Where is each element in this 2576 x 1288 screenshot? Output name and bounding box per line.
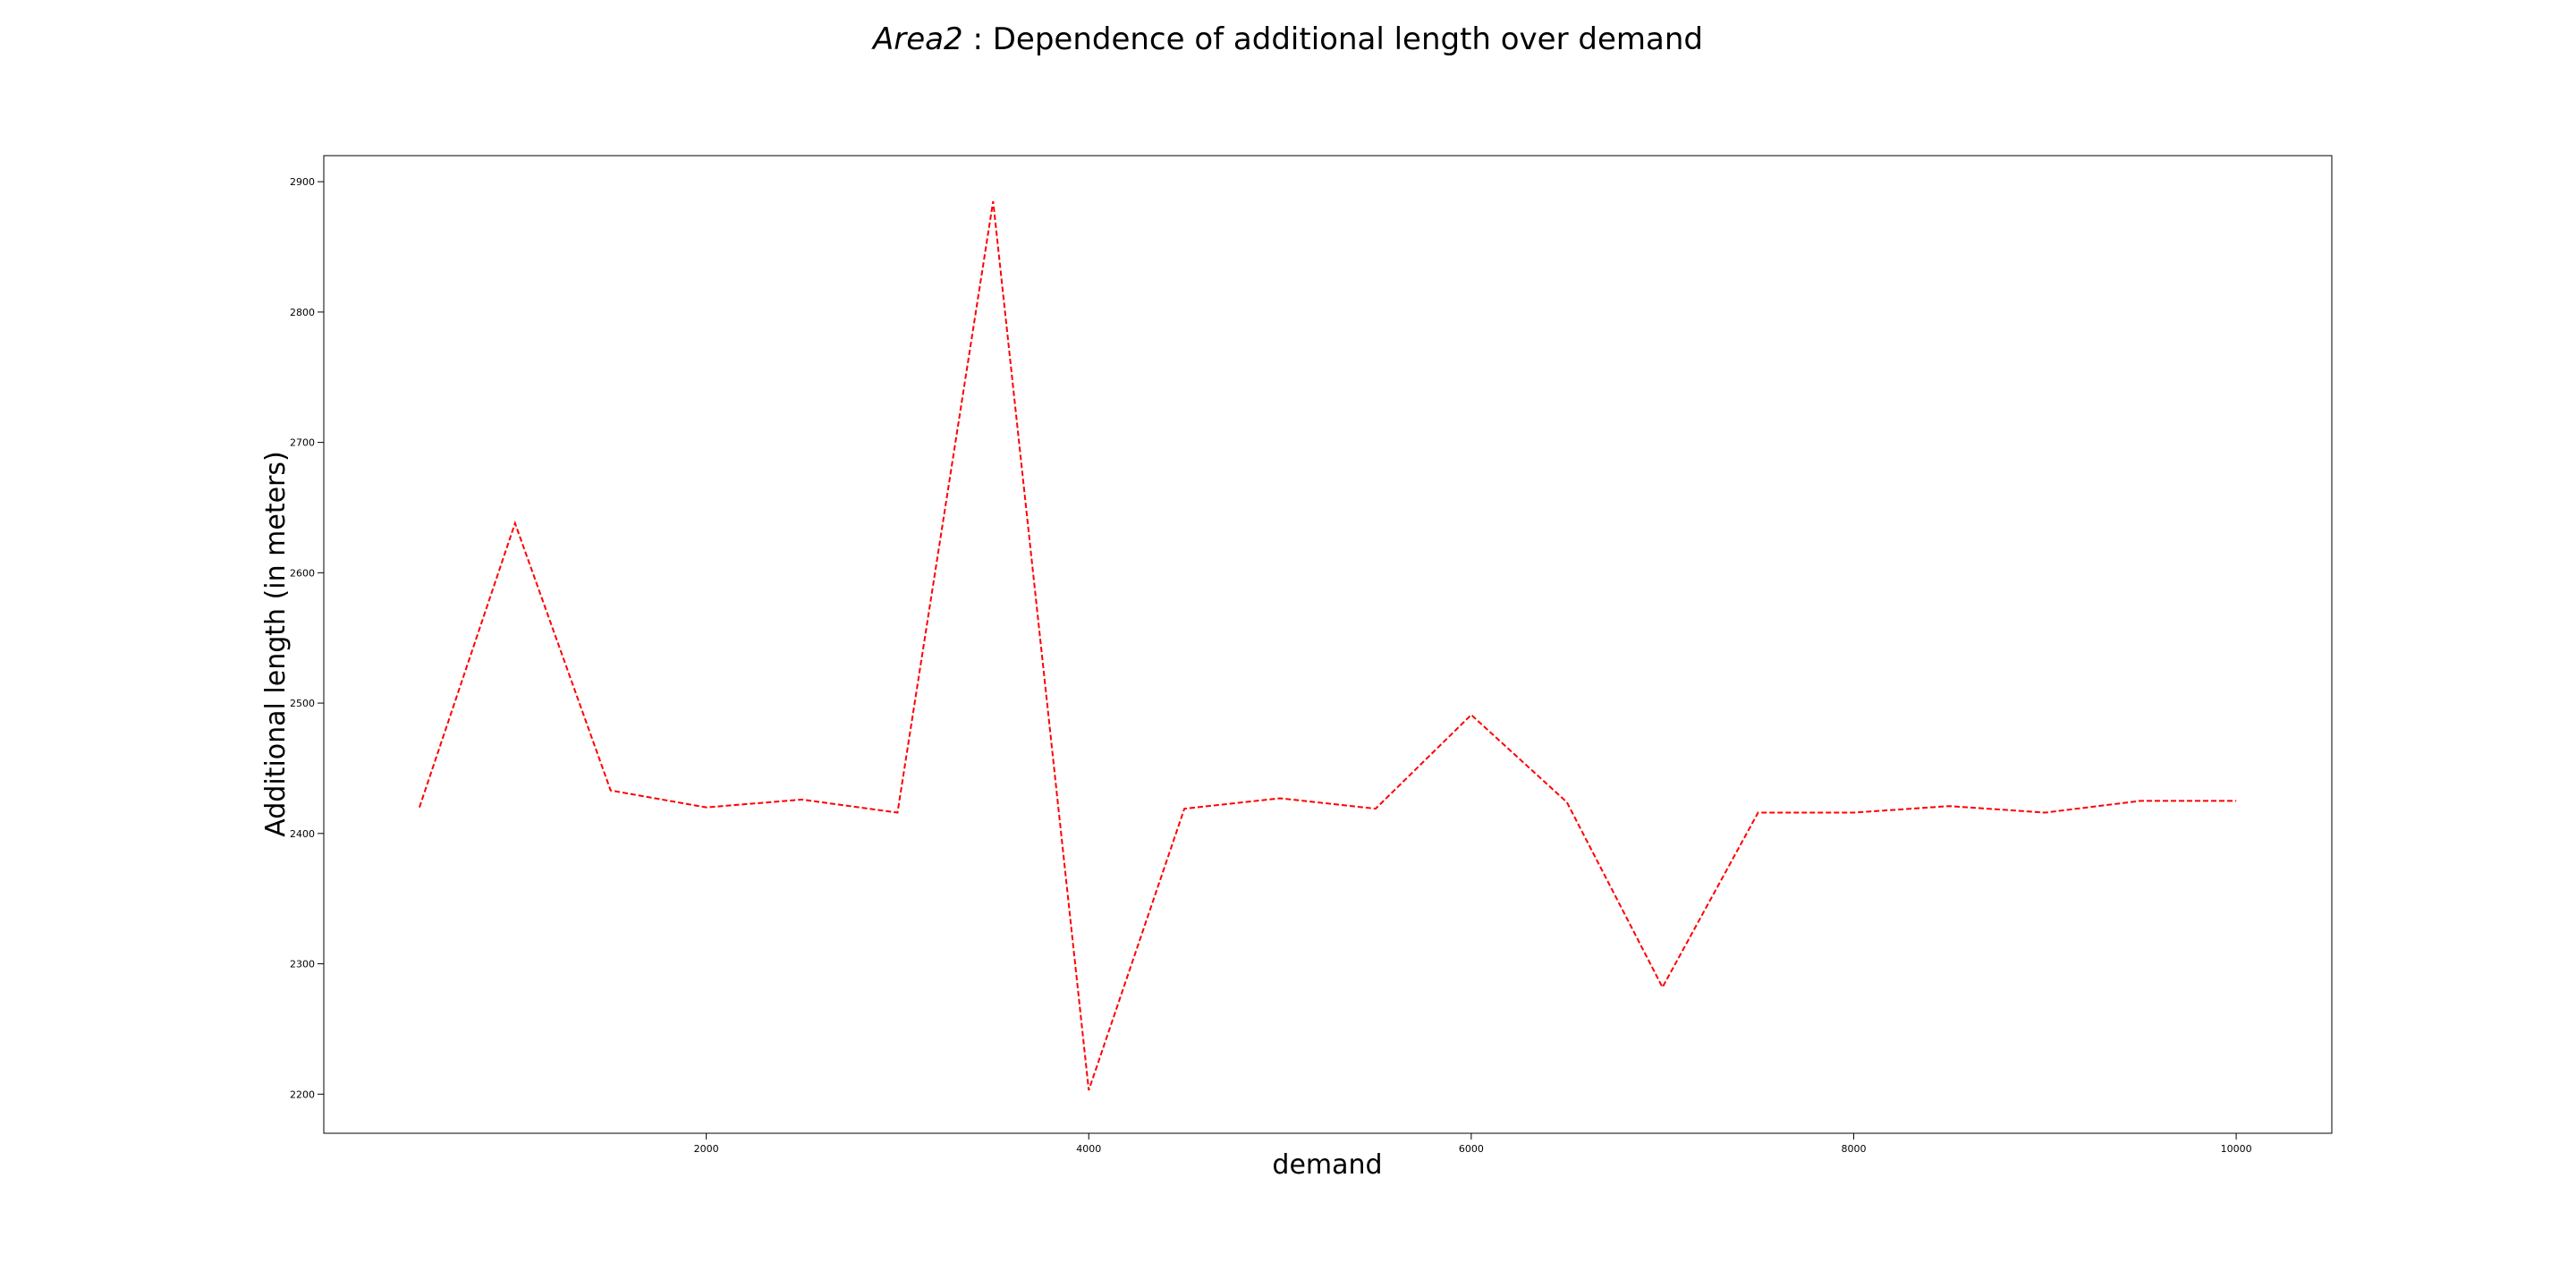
chart-title-separator: :: [962, 21, 993, 57]
series-layer: [418, 200, 2237, 1091]
x-tick-label: 2000: [694, 1143, 719, 1155]
y-tick-label: 2900: [290, 176, 315, 188]
chart-title-math: Area2: [873, 21, 963, 57]
plot-frame: [323, 155, 2333, 1134]
y-tick-label: 2500: [290, 698, 315, 709]
x-tick-label: 8000: [1841, 1143, 1866, 1155]
x-axis: 2000 4000 6000 8000 10000: [694, 1133, 2252, 1155]
y-axis-label: Additional length (in meters): [260, 451, 292, 836]
x-tick-label: 10000: [2221, 1143, 2252, 1155]
y-tick-label: 2400: [290, 828, 315, 840]
series-line: [418, 200, 2237, 1091]
y-tick-label: 2600: [290, 567, 315, 579]
chart-title: Area2 : Dependence of additional length …: [0, 20, 2576, 59]
chart-title-text: Dependence of additional length over dem…: [992, 21, 1703, 57]
x-tick-label: 4000: [1076, 1143, 1101, 1155]
y-tick-label: 2300: [290, 959, 315, 970]
x-tick-label: 6000: [1459, 1143, 1484, 1155]
y-tick-label: 2700: [290, 437, 315, 449]
y-axis: 2200 2300 2400 2500 2600 2700 2800 2900: [290, 176, 324, 1100]
y-tick-label: 2800: [290, 307, 315, 318]
x-axis-label: demand: [1272, 1149, 1382, 1181]
y-tick-label: 2200: [290, 1089, 315, 1100]
